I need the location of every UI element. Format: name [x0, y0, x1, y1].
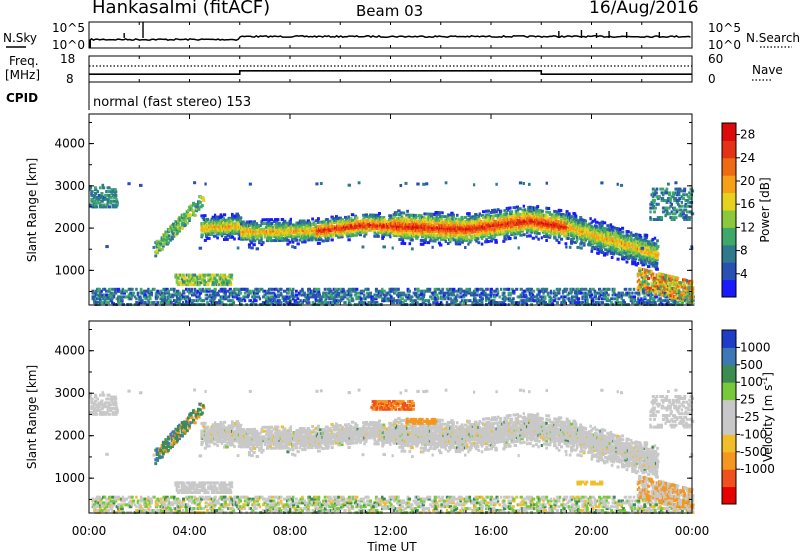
cpid-text: normal (fast stereo) 153 [93, 95, 251, 110]
velocity-colorbar-tick: 500 [740, 358, 763, 372]
cpid-panel: CPID normal (fast stereo) 153 [6, 82, 251, 110]
station-title: Hankasalmi (fitACF) [92, 0, 271, 18]
noise-right-tick-bottom: 10^0 [708, 38, 741, 52]
velocity-colorbar-tick: 1000 [740, 340, 771, 354]
velocity-colorbar-tick: -500 [740, 445, 767, 459]
power-colorbar-tick: 28 [740, 128, 755, 142]
velocity-ylabel: Slant Range [km] [25, 365, 39, 469]
velocity-data [89, 388, 695, 514]
noise-right-tick-top: 10^5 [708, 21, 741, 35]
beam-title: Beam 03 [356, 2, 424, 20]
velocity-colorbar-tick: -25 [740, 410, 760, 424]
freq-trace [89, 70, 692, 75]
velocity-panel: 1000 2000 3000 4000 Slant Range [km] [25, 320, 695, 514]
power-colorbar-label: Power [dB] [758, 177, 772, 242]
power-colorbar-tick: 8 [740, 244, 748, 258]
xtick-label: 00:00 [72, 524, 107, 538]
date-title: 16/Aug/2016 [589, 0, 699, 18]
cpid-label: CPID [6, 91, 38, 105]
xtick-label: 20:00 [574, 524, 609, 538]
velocity-colorbar-tick: 100 [740, 375, 763, 389]
power-colorbar-tick: 12 [740, 220, 755, 234]
velocity-colorbar-tick: -1000 [740, 462, 775, 476]
ytick-label: 4000 [54, 137, 85, 151]
noise-spikes [123, 22, 661, 38]
xtick-label: 04:00 [172, 524, 207, 538]
velocity-colorbar-tick: -100 [740, 427, 767, 441]
power-panel: 1000 2000 3000 4000 Slant Range [km] [25, 113, 695, 306]
noise-trace [89, 34, 691, 48]
xtick-label: 16:00 [474, 524, 509, 538]
xtick-label: 12:00 [373, 524, 408, 538]
ytick-label: 1000 [54, 471, 85, 485]
xtick-label: 00:00 [675, 524, 710, 538]
power-colorbar-tick: 4 [740, 267, 748, 281]
frequency-panel: 18 8 60 0 Freq. [MHz] Nave [5, 52, 783, 86]
nave-label: Nave [752, 63, 783, 77]
freq-left-tick-bottom: 8 [66, 72, 74, 86]
power-data [89, 181, 695, 306]
freq-unit-label: [MHz] [5, 68, 40, 82]
ytick-label: 3000 [54, 179, 85, 193]
ytick-label: 1000 [54, 263, 85, 277]
power-colorbar-tick: 16 [740, 197, 755, 211]
freq-right-tick-top: 60 [708, 52, 723, 66]
velocity-colorbar: 1000 500 100 25 -25 -100 -500 -1000 [721, 329, 775, 505]
freq-label: Freq. [9, 54, 39, 68]
velocity-colorbar-tick: 25 [740, 393, 755, 407]
xtick-label: 08:00 [273, 524, 308, 538]
nsearch-label: N.Search [746, 31, 800, 45]
ytick-label: 4000 [54, 344, 85, 358]
power-colorbar: 4 8 12 16 20 24 28 [721, 122, 755, 298]
nsky-label: N.Sky [3, 31, 37, 45]
time-axis-label: Time UT [366, 540, 417, 554]
freq-right-tick-bottom: 0 [708, 72, 716, 86]
velocity-colorbar-label: Velocity [m s-1] [760, 372, 775, 462]
ytick-label: 2000 [54, 221, 85, 235]
freq-left-tick-top: 18 [60, 52, 75, 66]
time-axis: 00:00 04:00 08:00 12:00 16:00 20:00 00:00 [72, 22, 710, 538]
noise-panel: 10^5 10^0 10^5 10^0 N.Sky N.Search [3, 21, 800, 52]
ytick-label: 3000 [54, 386, 85, 400]
power-colorbar-tick: 24 [740, 151, 755, 165]
power-colorbar-tick: 20 [740, 174, 755, 188]
power-ylabel: Slant Range [km] [25, 158, 39, 262]
ytick-label: 2000 [54, 429, 85, 443]
noise-left-tick-bottom: 10^0 [52, 38, 85, 52]
noise-left-tick-top: 10^5 [52, 21, 85, 35]
